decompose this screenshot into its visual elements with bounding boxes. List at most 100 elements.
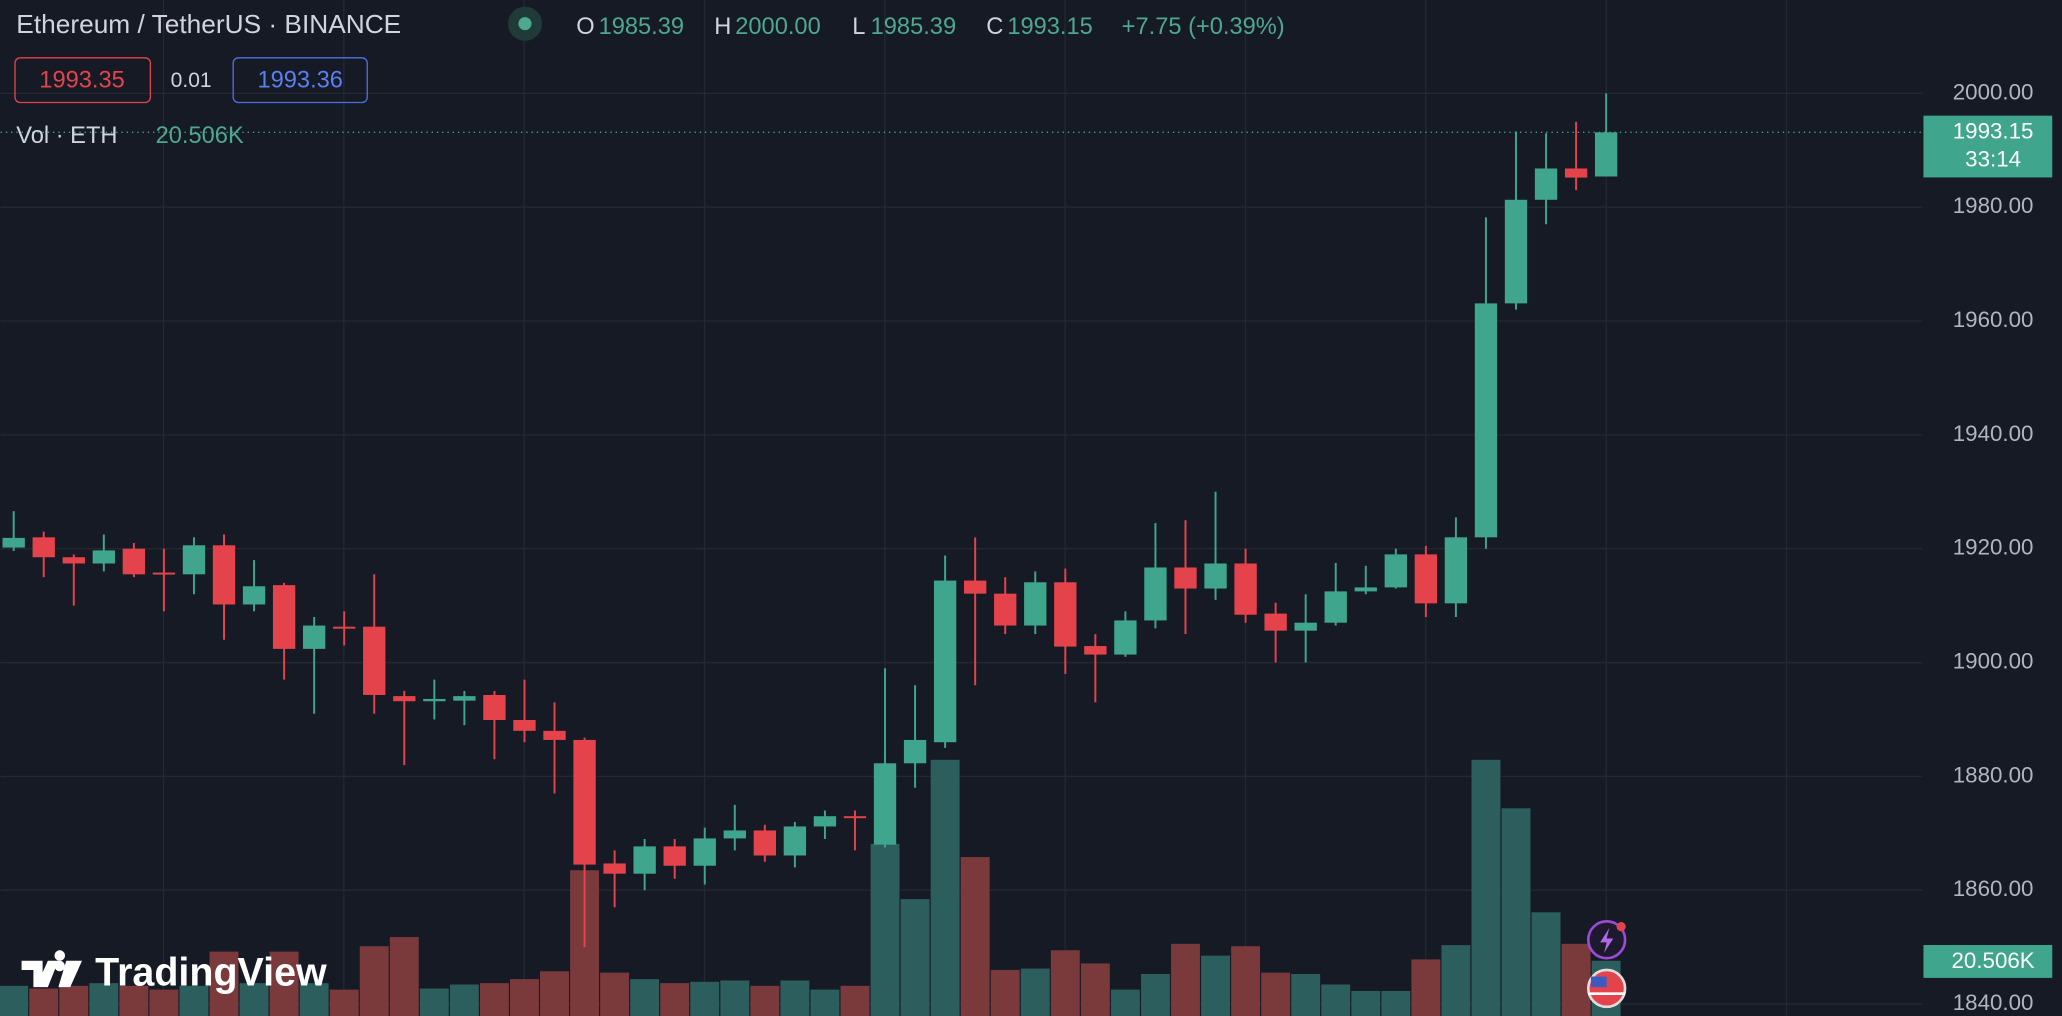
spread: 0.01 (171, 69, 212, 92)
low-value: 1985.39 (871, 14, 956, 40)
change: +7.75 (+0.39%) (1122, 14, 1285, 40)
status-dot (518, 17, 532, 31)
candle-body (92, 550, 115, 564)
volume-bar (780, 980, 810, 1016)
volume-bar (449, 984, 479, 1016)
volume-bar (510, 979, 539, 1016)
candle-body (393, 696, 416, 702)
candle-body (753, 830, 777, 856)
candle-body (663, 846, 686, 866)
candle-body (693, 838, 716, 866)
open-label: O (576, 14, 594, 40)
candle-body (1294, 622, 1317, 631)
candle-body (2, 537, 25, 548)
candle-body (32, 537, 55, 558)
volume-bar (1441, 945, 1471, 1016)
candle-body (363, 626, 386, 695)
volume-bar (540, 971, 569, 1016)
y-tick-label: 1980.00 (1953, 193, 2034, 218)
candle-body (152, 572, 176, 575)
candle-body (783, 826, 807, 856)
y-tick-label: 1940.00 (1953, 421, 2034, 446)
candle-body (62, 557, 85, 564)
candle-body (933, 580, 957, 743)
candle-body (272, 585, 296, 649)
y-tick-label: 1840.00 (1953, 990, 2034, 1015)
overlay: 2000.00 1980.00 1960.00 1940.00 1920.00 1900.… (0, 79, 2034, 1015)
candle-body (122, 548, 146, 575)
bolt (1600, 927, 1614, 953)
candle-body (1444, 537, 1468, 604)
volume-bar (600, 972, 630, 1016)
candle-body (1504, 199, 1528, 304)
symbol-title: Ethereum / TetherUS · BINANCE (16, 9, 401, 39)
price-badge (1923, 115, 2053, 178)
candle-body (1324, 591, 1347, 623)
volume-bar (630, 979, 660, 1016)
candle-body (1144, 567, 1167, 621)
bid[interactable]: 1993.35 (39, 68, 124, 94)
candle-body (1024, 582, 1047, 626)
candle-body (903, 739, 927, 764)
candle-body (1234, 563, 1257, 615)
volume-bar (990, 969, 1020, 1016)
low-label: L (852, 14, 865, 40)
volume-bar (1561, 943, 1591, 1016)
candle-body (302, 625, 326, 649)
volume-bar (900, 899, 930, 1016)
y-tick-label: 1880.00 (1953, 762, 2034, 787)
candle-body (1474, 303, 1498, 538)
open-value: 1985.39 (599, 14, 684, 40)
candle-body (453, 696, 476, 701)
volume-badge (1923, 945, 2053, 978)
countdown: 33:14 (1965, 146, 2021, 171)
volume-bar (1381, 990, 1411, 1016)
volume-bar (690, 981, 720, 1016)
volume-pane (0, 759, 1621, 1016)
volume-bar (930, 759, 960, 1016)
volume-bar (119, 985, 149, 1016)
volume-bar (960, 857, 990, 1016)
volume-bar (660, 983, 690, 1016)
candle-body (963, 580, 987, 594)
volume-bar (239, 983, 269, 1016)
candle-body (1264, 613, 1287, 631)
y-tick-label: 1860.00 (1953, 876, 2034, 901)
candle-body (1384, 554, 1407, 588)
candle-body (1054, 582, 1077, 647)
volume-bar (89, 983, 119, 1016)
volume-bar (810, 989, 840, 1016)
y-tick-label: 2000.00 (1953, 79, 2034, 104)
candle-body (333, 626, 356, 629)
volume-bar (1291, 973, 1321, 1016)
volume-bar (359, 946, 389, 1016)
volume-bar (0, 985, 29, 1016)
volume-bar (1471, 759, 1501, 1016)
volume-bar (479, 983, 509, 1016)
country-icon[interactable] (1586, 968, 1627, 1009)
candle-body (1114, 620, 1137, 655)
volume-bar (1171, 943, 1200, 1016)
price-badge-value: 1993.15 (1953, 119, 2034, 144)
candle-body (1414, 554, 1438, 604)
close-value: 1993.15 (1007, 14, 1092, 40)
y-tick-label: 1960.00 (1953, 307, 2034, 332)
candle-body (843, 816, 867, 819)
volume-bar (419, 988, 449, 1016)
candle-body (423, 698, 446, 702)
volume-bar (209, 951, 239, 1016)
ask-box[interactable] (232, 57, 368, 104)
ask[interactable]: 1993.36 (257, 68, 342, 94)
y-tick-label: 1920.00 (1953, 535, 2034, 560)
y-tick-label: 1900.00 (1953, 648, 2034, 673)
volume-bar (1531, 912, 1561, 1016)
candle-body (1564, 168, 1588, 178)
volume-bar (870, 843, 900, 1016)
volume-bar (1020, 968, 1050, 1016)
candle-body (513, 720, 536, 731)
bid-box[interactable] (14, 57, 152, 104)
volume-bar (179, 985, 209, 1016)
